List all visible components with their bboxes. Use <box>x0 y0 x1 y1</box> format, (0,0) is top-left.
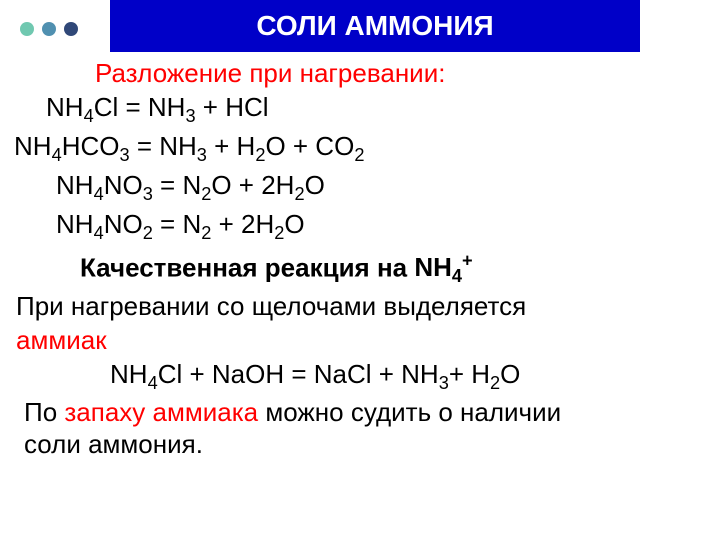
qualitative-reaction-heading: Качественная реакция на NH4+ <box>80 251 720 288</box>
equation-1: NH4Cl = NH3 + HCl <box>46 91 720 128</box>
equation-2: NH4HCO3 = NH3 + H2O + CO2 <box>14 130 720 167</box>
decorative-dots <box>20 22 78 36</box>
equation-4: NH4NO2 = N2 + 2H2O <box>56 208 720 245</box>
dot-2 <box>42 22 56 36</box>
equation-5: NH4Cl + NaOH = NaCl + NH3+ H2O <box>110 359 720 394</box>
last-line2: соли аммония. <box>24 429 203 459</box>
qual-prefix: Качественная реакция на <box>80 252 414 282</box>
last-mid: можно судить о наличии <box>258 397 561 427</box>
subtitle-decomposition: Разложение при нагревании: <box>95 58 720 89</box>
equations-block: NH4Cl = NH3 + HClNH4HCO3 = NH3 + H2O + C… <box>0 91 720 245</box>
ammonia-word: аммиак <box>16 325 107 355</box>
last-red: запаху аммиака <box>64 397 258 427</box>
slide-title: СОЛИ АММОНИЯ <box>110 0 640 52</box>
dot-3 <box>64 22 78 36</box>
body-line-2: аммиак <box>16 324 720 357</box>
last-prefix: По <box>24 397 64 427</box>
body-line-1: При нагревании со щелочами выделяется <box>16 290 720 323</box>
last-paragraph: По запаху аммиака можно судить о наличии… <box>24 396 720 461</box>
qual-species: NH4+ <box>414 252 472 282</box>
equation-3: NH4NO3 = N2O + 2H2O <box>56 169 720 206</box>
dot-1 <box>20 22 34 36</box>
